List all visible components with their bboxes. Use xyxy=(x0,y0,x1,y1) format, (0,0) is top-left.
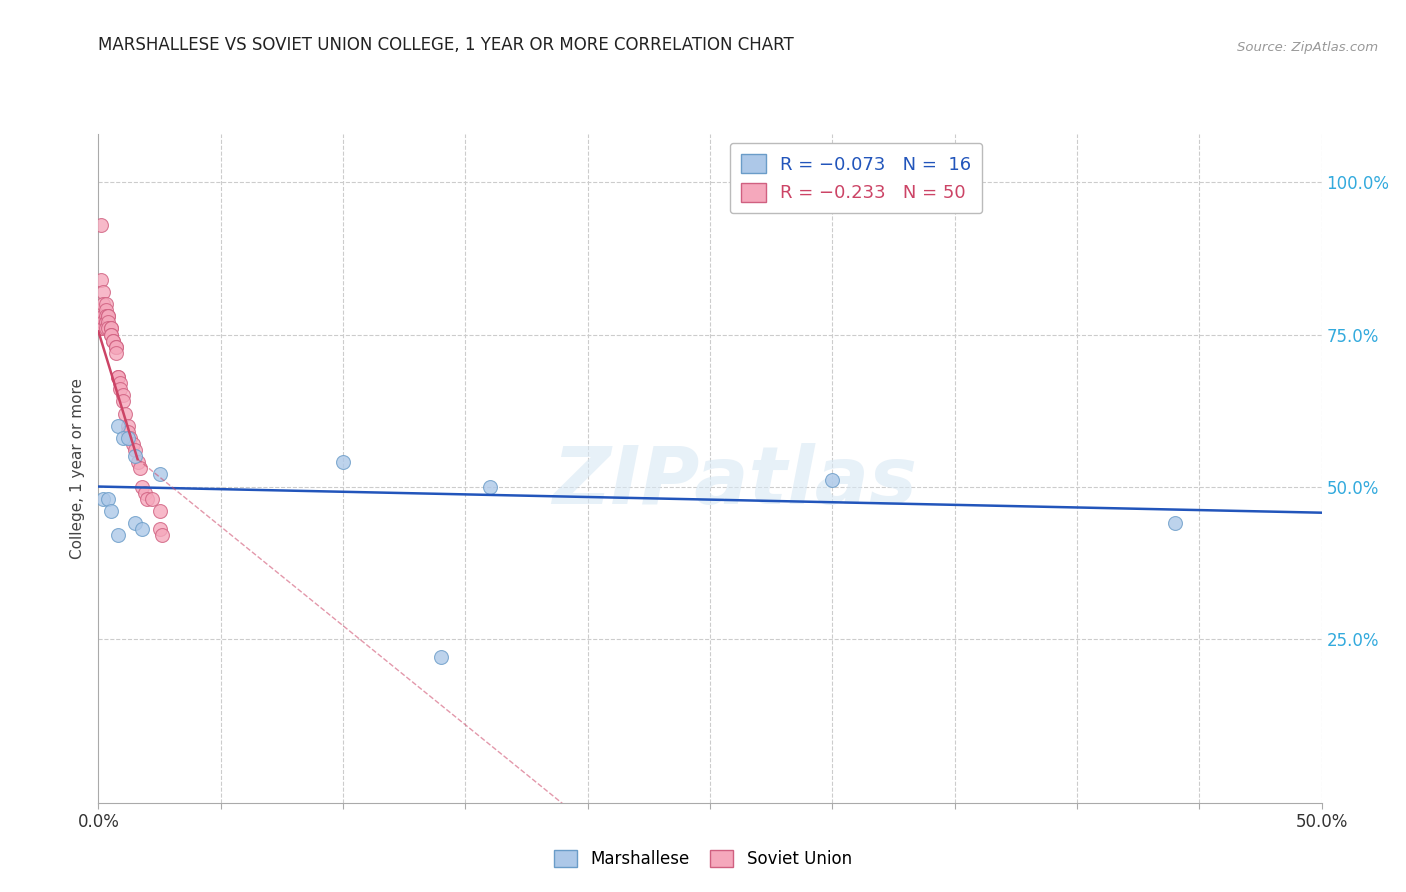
Point xyxy=(91,285,114,299)
Point xyxy=(94,297,117,311)
Text: ZIPatlas: ZIPatlas xyxy=(553,442,917,521)
Point xyxy=(111,388,134,402)
Point xyxy=(90,273,112,287)
Point xyxy=(107,528,129,542)
Point xyxy=(131,479,153,493)
Point xyxy=(149,522,172,536)
Point xyxy=(136,491,159,506)
Point xyxy=(94,303,117,318)
Point xyxy=(97,310,120,324)
Point xyxy=(97,310,120,324)
Point xyxy=(100,327,122,342)
Y-axis label: College, 1 year or more: College, 1 year or more xyxy=(70,378,86,558)
Point xyxy=(124,449,146,463)
Point xyxy=(121,437,143,451)
Point xyxy=(149,467,172,482)
Point xyxy=(90,321,112,335)
Point xyxy=(110,376,132,391)
Point xyxy=(124,516,146,530)
Point xyxy=(94,315,117,329)
Point xyxy=(91,297,114,311)
Point xyxy=(117,418,139,433)
Point xyxy=(821,474,844,488)
Legend: R = −0.073   N =  16, R = −0.233   N = 50: R = −0.073 N = 16, R = −0.233 N = 50 xyxy=(730,143,983,213)
Point xyxy=(91,310,114,324)
Text: MARSHALLESE VS SOVIET UNION COLLEGE, 1 YEAR OR MORE CORRELATION CHART: MARSHALLESE VS SOVIET UNION COLLEGE, 1 Y… xyxy=(98,36,794,54)
Point xyxy=(1164,516,1187,530)
Point xyxy=(100,321,122,335)
Point xyxy=(97,491,120,506)
Point xyxy=(332,455,354,469)
Point xyxy=(120,431,142,445)
Point xyxy=(94,315,117,329)
Point xyxy=(107,370,129,384)
Point xyxy=(90,218,112,232)
Point xyxy=(127,455,149,469)
Point xyxy=(90,303,112,318)
Point xyxy=(94,310,117,324)
Point xyxy=(141,491,163,506)
Point xyxy=(114,407,136,421)
Point xyxy=(100,327,122,342)
Point xyxy=(101,334,124,348)
Point xyxy=(430,649,453,664)
Point xyxy=(124,443,146,458)
Point xyxy=(478,479,501,493)
Text: Source: ZipAtlas.com: Source: ZipAtlas.com xyxy=(1237,40,1378,54)
Point xyxy=(107,418,129,433)
Legend: Marshallese, Soviet Union: Marshallese, Soviet Union xyxy=(547,843,859,875)
Point xyxy=(131,522,153,536)
Point xyxy=(110,382,132,396)
Point xyxy=(97,321,120,335)
Point xyxy=(91,321,114,335)
Point xyxy=(117,425,139,439)
Point xyxy=(104,340,127,354)
Point xyxy=(104,345,127,359)
Point xyxy=(104,340,127,354)
Point xyxy=(91,491,114,506)
Point xyxy=(117,431,139,445)
Point xyxy=(97,315,120,329)
Point xyxy=(111,394,134,409)
Point xyxy=(150,528,173,542)
Point xyxy=(129,461,152,475)
Point xyxy=(90,315,112,329)
Point xyxy=(134,485,156,500)
Point xyxy=(101,334,124,348)
Point xyxy=(107,370,129,384)
Point xyxy=(100,321,122,335)
Point xyxy=(111,431,134,445)
Point xyxy=(149,504,172,518)
Point xyxy=(94,321,117,335)
Point xyxy=(100,504,122,518)
Point xyxy=(91,315,114,329)
